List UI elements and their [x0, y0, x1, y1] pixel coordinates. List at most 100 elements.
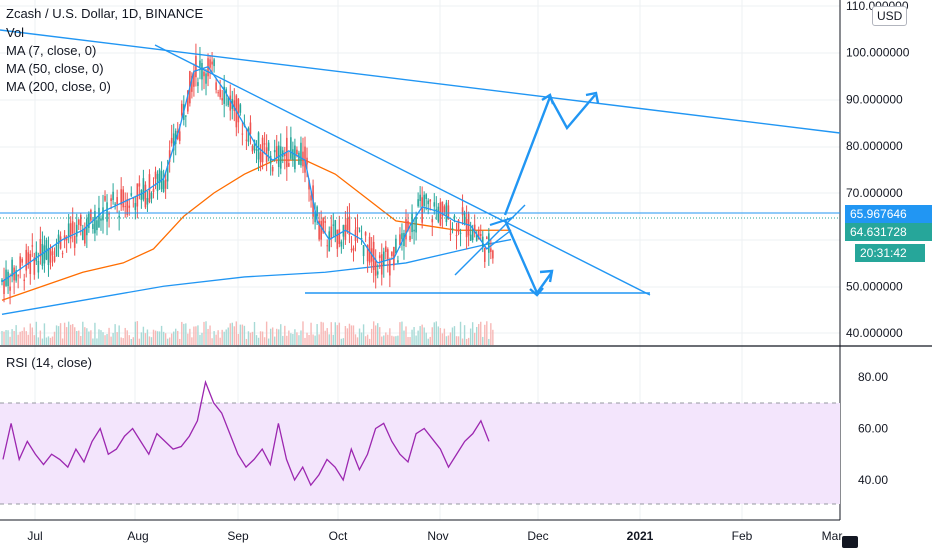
volume-bar: [314, 335, 316, 345]
candle-body: [376, 271, 379, 275]
candle-body: [23, 279, 26, 281]
candle-body: [263, 143, 266, 145]
candle-body: [47, 248, 50, 266]
volume-bar: [86, 328, 88, 345]
bear-arrow-path: [503, 219, 553, 296]
legend-ma7[interactable]: MA (7, close, 0): [6, 43, 97, 58]
candle-body: [486, 237, 488, 239]
volume-bar: [415, 335, 417, 345]
volume-bar: [33, 335, 36, 345]
candle-body: [128, 205, 131, 208]
volume-bar: [459, 321, 462, 345]
candle-body: [55, 244, 58, 257]
volume-bar: [306, 332, 308, 345]
volume-bars: [1, 321, 494, 345]
volume-bar: [90, 330, 92, 345]
volume-bar: [409, 337, 411, 345]
legend-vol[interactable]: Vol: [6, 25, 25, 40]
bear-arrow-head-1: [529, 287, 544, 297]
legend-ma50[interactable]: MA (50, close, 0): [6, 61, 104, 76]
volume-bar: [310, 322, 312, 345]
volume-bar: [205, 321, 207, 345]
candle-body: [279, 146, 282, 169]
volume-bar: [451, 327, 454, 345]
candle-body: [120, 189, 122, 205]
volume-bar: [237, 333, 240, 345]
volume-bar: [445, 336, 448, 345]
trend-drawings[interactable]: [0, 29, 841, 297]
candle-body: [43, 245, 46, 264]
volume-bar: [302, 321, 304, 345]
trendline-descending: [154, 44, 651, 296]
rsi-axis-ticks[interactable]: 80.00 60.00 40.00: [858, 370, 888, 487]
volume-bar: [375, 325, 377, 345]
candle-body: [142, 178, 145, 200]
candle-body: [132, 197, 135, 199]
volume-bar: [439, 328, 442, 345]
candle-body: [92, 224, 94, 230]
candle-body: [1, 279, 3, 282]
ma-price-tag: 64.631728: [845, 223, 932, 241]
candle-body: [350, 249, 353, 251]
volume-bar: [330, 322, 332, 345]
candle-body: [294, 145, 296, 170]
price-axis-ticks[interactable]: 110.000000100.00000090.00000080.00000070…: [846, 0, 910, 340]
candle-body: [249, 122, 252, 134]
candle-body: [449, 233, 452, 235]
candle-body: [475, 234, 478, 241]
candle-body: [382, 251, 385, 265]
candle-body: [380, 254, 383, 275]
candle-body: [451, 228, 454, 230]
volume-bar: [72, 324, 74, 345]
candle-body: [73, 235, 76, 248]
currency-button[interactable]: USD: [872, 6, 908, 26]
candle-body: [360, 237, 363, 239]
candle-body: [421, 197, 423, 223]
volume-bar: [476, 326, 478, 345]
candle-body: [259, 152, 262, 163]
volume-bar: [336, 325, 339, 345]
candle-body: [473, 224, 476, 234]
legend-ma200[interactable]: MA (200, close, 0): [6, 79, 111, 94]
candle-body: [368, 236, 371, 263]
time-tick-label: Jul: [27, 529, 42, 543]
volume-bar: [364, 336, 367, 345]
volume-bar: [25, 331, 27, 345]
price-tick-label: 80.000000: [846, 139, 903, 153]
volume-bar: [128, 335, 130, 345]
volume-bar: [61, 338, 64, 345]
candle-body: [49, 248, 52, 263]
volume-bar: [199, 334, 201, 345]
volume-bar: [447, 335, 450, 345]
volume-bar: [215, 334, 217, 345]
volume-bar: [294, 329, 296, 345]
volume-bar: [395, 336, 397, 345]
volume-bar: [138, 338, 141, 345]
volume-bar: [322, 322, 324, 345]
candle-body: [318, 220, 320, 240]
candle-body: [3, 280, 5, 294]
volume-bar: [134, 321, 137, 345]
time-axis-ticks[interactable]: Jul Aug Sep Oct Nov Dec 2021 Feb Mar: [27, 529, 842, 543]
trend-connector: [489, 217, 513, 226]
rsi-band: [0, 403, 840, 504]
candle-body: [328, 231, 331, 252]
volume-bar: [362, 324, 365, 345]
volume-bar: [352, 325, 355, 345]
volume-bar: [486, 321, 488, 345]
volume-bar: [276, 328, 278, 345]
volume-bar: [78, 330, 80, 345]
volume-bar: [118, 325, 120, 345]
candle-body: [98, 207, 100, 228]
volume-bar: [189, 328, 191, 345]
candle-body: [389, 260, 391, 276]
rsi-legend[interactable]: RSI (14, close): [6, 355, 92, 370]
volume-bar: [152, 329, 155, 345]
volume-bar: [274, 336, 276, 345]
candle-body: [221, 98, 223, 101]
volume-bar: [98, 329, 100, 345]
time-tick-label: Aug: [127, 529, 148, 543]
volume-bar: [84, 327, 86, 345]
bull-arrow-head-2: [585, 91, 600, 104]
